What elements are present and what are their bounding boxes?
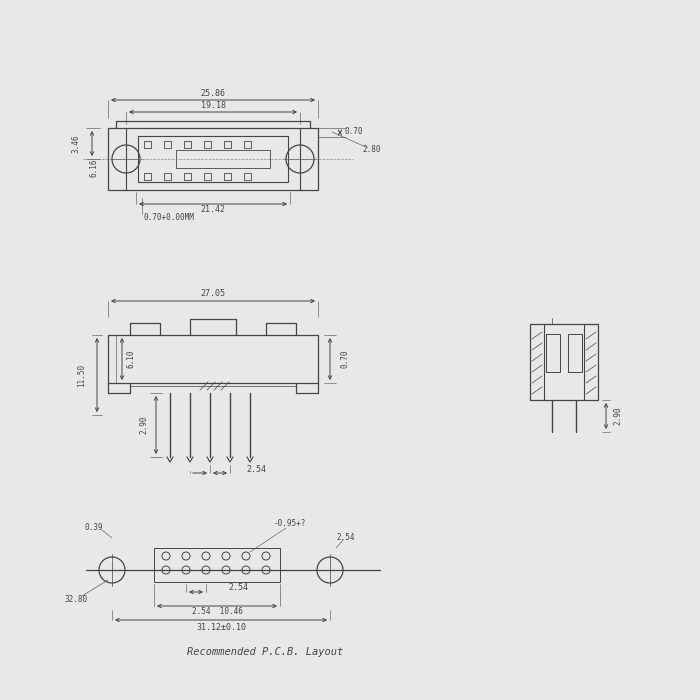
Bar bbox=[224, 141, 231, 148]
Text: 2.54  10.46: 2.54 10.46 bbox=[192, 608, 242, 617]
Text: 0.70: 0.70 bbox=[344, 127, 363, 136]
Text: 2.54: 2.54 bbox=[337, 533, 355, 542]
Bar bbox=[164, 141, 171, 148]
Bar bbox=[144, 141, 151, 148]
Bar bbox=[546, 334, 560, 372]
Text: 2.54: 2.54 bbox=[246, 465, 266, 473]
Bar bbox=[176, 150, 270, 168]
Text: 2.80: 2.80 bbox=[363, 146, 382, 155]
Text: 0.70+0.00MM: 0.70+0.00MM bbox=[144, 214, 195, 223]
Text: 25.86: 25.86 bbox=[200, 88, 225, 97]
Bar bbox=[204, 173, 211, 180]
Text: 2.90: 2.90 bbox=[613, 407, 622, 425]
Bar bbox=[224, 173, 231, 180]
Text: 21.42: 21.42 bbox=[200, 206, 225, 214]
Bar bbox=[144, 173, 151, 180]
Bar bbox=[204, 141, 211, 148]
Text: 6.16: 6.16 bbox=[90, 159, 99, 177]
Bar bbox=[184, 141, 191, 148]
Bar bbox=[244, 173, 251, 180]
Bar bbox=[108, 128, 318, 190]
Text: 6.10: 6.10 bbox=[127, 350, 136, 368]
Bar bbox=[530, 324, 598, 400]
Bar bbox=[164, 173, 171, 180]
Text: 2.54: 2.54 bbox=[228, 584, 248, 592]
Text: 31.12±0.10: 31.12±0.10 bbox=[196, 622, 246, 631]
Bar bbox=[568, 334, 582, 372]
Text: -0.95+?: -0.95+? bbox=[274, 519, 306, 528]
Bar bbox=[244, 141, 251, 148]
Bar bbox=[154, 548, 280, 582]
Text: 2.90: 2.90 bbox=[139, 416, 148, 434]
Bar bbox=[138, 136, 288, 182]
Text: 0.70: 0.70 bbox=[340, 350, 349, 368]
Text: 32.80: 32.80 bbox=[64, 596, 88, 605]
Text: 3.46: 3.46 bbox=[71, 134, 80, 153]
Text: 27.05: 27.05 bbox=[200, 290, 225, 298]
Text: 11.50: 11.50 bbox=[78, 363, 87, 386]
Text: Recommended P.C.B. Layout: Recommended P.C.B. Layout bbox=[187, 647, 343, 657]
Text: 0.39: 0.39 bbox=[85, 524, 104, 533]
Text: 19.18: 19.18 bbox=[200, 102, 225, 111]
Bar bbox=[184, 173, 191, 180]
